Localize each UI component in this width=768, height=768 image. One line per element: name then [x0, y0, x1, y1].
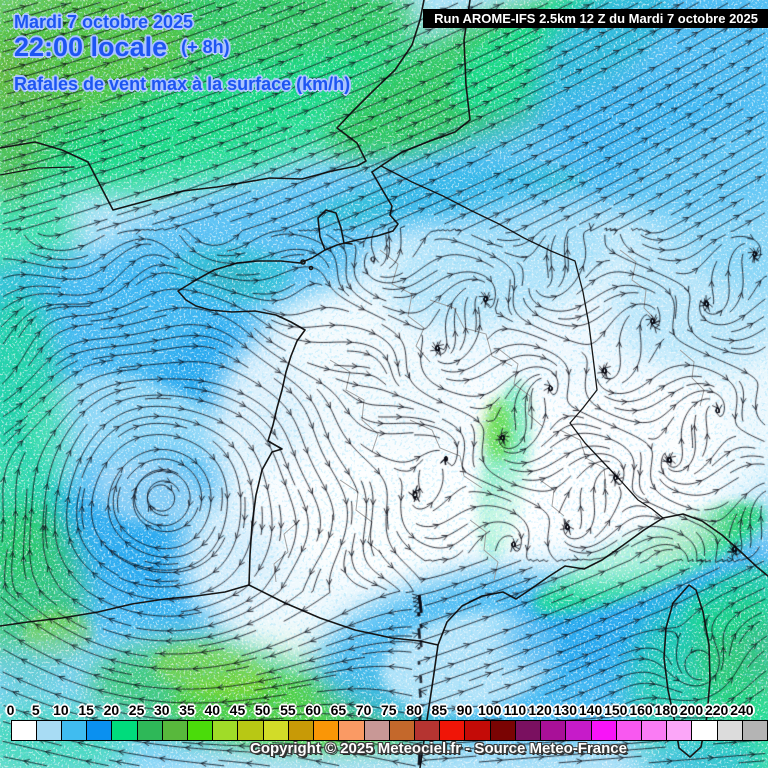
parameter-title: Rafales de vent max à la surface (km/h)	[14, 74, 351, 94]
legend-color-cell	[287, 720, 315, 741]
legend-color-cell	[86, 720, 113, 741]
legend-value: 80	[406, 702, 422, 718]
legend-color-cell	[691, 720, 718, 741]
legend-value: 220	[704, 702, 729, 718]
legend-value: 100	[477, 702, 502, 718]
legend-color-cell	[262, 720, 289, 741]
legend-value: 40	[204, 702, 221, 718]
legend-color-cell	[187, 720, 214, 741]
legend-color-cell	[35, 720, 62, 741]
legend-color-cell	[741, 720, 768, 741]
legend-value: 25	[128, 702, 145, 718]
legend-color-cell	[111, 720, 138, 741]
legend-value: 15	[78, 702, 94, 718]
model-run-banner: Run AROME-IFS 2.5km 12 Z du Mardi 7 octo…	[423, 9, 768, 28]
legend-color-scale	[0, 720, 768, 741]
legend-color-cell	[237, 720, 264, 741]
legend-value: 45	[229, 702, 246, 718]
legend-color-cell	[464, 720, 491, 741]
legend-color-cell	[716, 720, 743, 741]
legend-color-cell	[161, 720, 189, 741]
legend-color-cell	[666, 720, 693, 741]
date-label: Mardi 7 octobre 2025	[14, 12, 194, 32]
legend-value: 0	[6, 702, 15, 718]
legend-value: 5	[31, 702, 40, 718]
legend-color-cell	[615, 720, 642, 741]
legend-value: 35	[179, 702, 195, 718]
legend-value: 55	[280, 702, 296, 718]
legend-color-cell	[363, 720, 390, 741]
legend-color-cell	[388, 720, 416, 741]
legend-value: 60	[305, 702, 321, 718]
legend-value: 140	[578, 702, 603, 718]
legend-value: 90	[456, 702, 473, 718]
copyright-label: Copyright © 2025 Meteociel.fr - Source M…	[250, 740, 627, 757]
legend-value: 65	[330, 702, 347, 718]
legend-value: 130	[553, 702, 578, 718]
legend-color-cell	[565, 720, 592, 741]
forecast-offset-label: (+ 8h)	[181, 37, 230, 57]
legend-color-cell	[489, 720, 516, 741]
legend-color-cell	[641, 720, 668, 741]
legend-color-cell	[313, 720, 340, 741]
legend-value: 30	[154, 702, 170, 718]
legend-value: 75	[381, 702, 397, 718]
legend-color-cell	[60, 720, 88, 741]
legend-color-cell	[439, 720, 466, 741]
legend-value: 10	[53, 702, 69, 718]
legend-value: 180	[654, 702, 678, 718]
legend-value: 70	[355, 702, 372, 718]
legend-value: 240	[730, 702, 754, 718]
legend-color-cell	[212, 720, 239, 741]
legend-value: 120	[528, 702, 552, 718]
legend-value: 50	[254, 702, 271, 718]
valid-time-label: 22:00 locale (+ 8h)	[14, 32, 230, 62]
legend-value: 110	[503, 702, 527, 718]
legend-value: 20	[103, 702, 120, 718]
legend-color-cell	[136, 720, 163, 741]
legend-value: 150	[604, 702, 628, 718]
legend-color-cell	[514, 720, 542, 741]
legend-color-cell	[338, 720, 365, 741]
legend-color-cell	[414, 720, 441, 741]
legend-color-cell	[10, 720, 37, 741]
legend-value: 160	[629, 702, 653, 718]
legend-color-cell	[540, 720, 567, 741]
legend-scale-labels: 0 5 10 15 20 25 30 35 40 45 50 55 60 65 70 75 80 85 90 100 1…	[0, 702, 768, 718]
legend-value: 85	[431, 702, 448, 718]
legend-value: 200	[679, 702, 704, 718]
legend-color-cell	[590, 720, 617, 741]
